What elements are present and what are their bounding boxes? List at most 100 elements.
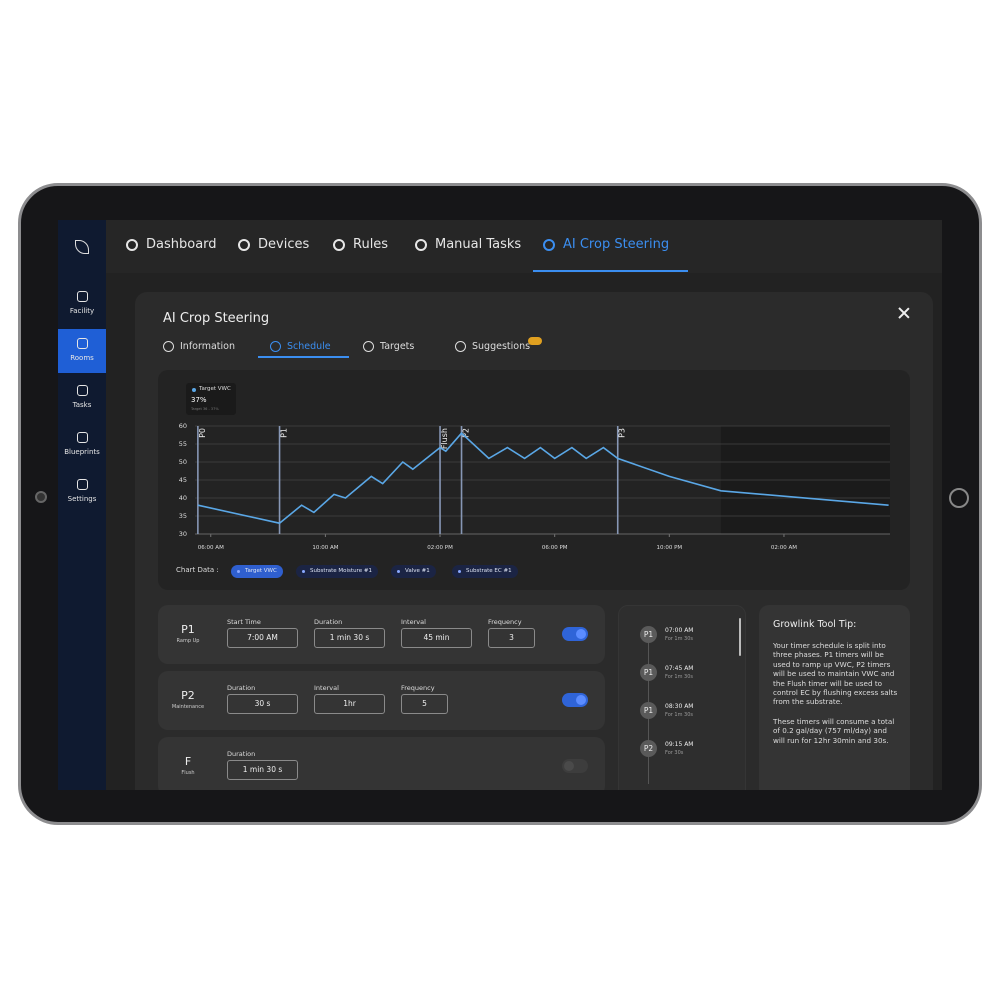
x-tick-label: 06:00 AM	[198, 545, 224, 551]
toggle[interactable]	[562, 627, 588, 641]
x-tick-label: 10:00 PM	[656, 545, 682, 551]
sidebar-label: Rooms	[70, 354, 94, 362]
tooltip-value: 37%	[191, 396, 207, 404]
schedule-list: P1 07:00 AM For 1m 30s P1 07:45 AM For 1m 30s…	[618, 605, 746, 790]
schedule-time: 07:00 AM	[665, 627, 694, 634]
phase-circle: P2	[640, 740, 657, 757]
field-input[interactable]: 1hr	[314, 694, 385, 714]
tool-tip: Growlink Tool Tip: Your timer schedule i…	[759, 605, 910, 790]
nav-item[interactable]: Dashboard	[126, 237, 217, 252]
icon	[238, 239, 250, 251]
tab[interactable]: Information	[163, 341, 235, 352]
y-tick-label: 40	[179, 494, 187, 502]
tip-paragraph: Your timer schedule is split into three …	[773, 641, 898, 707]
sidebar-label: Facility	[69, 307, 95, 315]
timer-card: F Flush Duration 1 min 30 s	[158, 737, 605, 790]
sidebar-item[interactable]: Facility	[58, 282, 106, 326]
phase-label: P3	[618, 428, 627, 438]
y-tick-label: 35	[179, 512, 187, 520]
tip-paragraph: These timers will consume a total of 0.2…	[773, 717, 895, 745]
y-tick-label: 45	[179, 476, 187, 484]
sidebar-item[interactable]: Rooms	[58, 329, 106, 373]
phase-label: P1	[280, 428, 289, 438]
field-input[interactable]: 1 min 30 s	[227, 760, 298, 780]
tab[interactable]: Targets	[363, 341, 414, 352]
y-tick-label: 30	[179, 530, 187, 538]
toggle[interactable]	[562, 759, 588, 773]
scrollbar[interactable]	[739, 618, 741, 656]
field-label: Duration	[227, 750, 256, 758]
y-tick-label: 55	[179, 440, 187, 448]
tooltip-name: Target VWC	[199, 386, 231, 392]
nav-item[interactable]: AI Crop Steering	[543, 237, 669, 252]
icon	[76, 338, 88, 349]
chart-data-chip[interactable]: Target VWC	[231, 565, 283, 578]
top-nav: Dashboard Devices Rules Manual Tasks AI Crop…	[106, 220, 942, 273]
chart: 30 35 40 45 50 55 60 06:00 AM 10:00 AM 02:00 PM 06…	[179, 422, 890, 551]
home-button[interactable]	[949, 488, 969, 508]
field-input[interactable]: 1 min 30 s	[314, 628, 385, 648]
tab[interactable]: Suggestions	[455, 341, 530, 352]
sidebar-item[interactable]: Tasks	[58, 376, 106, 420]
icon	[543, 239, 555, 251]
chart-data-chip[interactable]: Valve #1	[391, 565, 436, 578]
x-tick-label: 06:00 PM	[542, 545, 568, 551]
sidebar-item[interactable]: Blueprints	[58, 423, 106, 467]
nav-item[interactable]: Manual Tasks	[415, 237, 521, 252]
icon	[76, 432, 88, 443]
nav-item[interactable]: Devices	[238, 237, 309, 252]
tip-title: Growlink Tool Tip:	[773, 619, 857, 630]
sidebar-label: Tasks	[72, 401, 92, 409]
schedule-duration: For 1m 30s	[665, 712, 694, 718]
icon	[415, 239, 427, 251]
phase-circle: P1	[640, 626, 657, 643]
phase-circle: P1	[640, 664, 657, 681]
phase-label: P2	[462, 428, 471, 438]
line-series	[197, 432, 889, 525]
x-tick-label: 10:00 AM	[312, 545, 338, 551]
icon	[363, 341, 374, 352]
tab-underline	[258, 356, 349, 358]
schedule-time: 09:15 AM	[665, 741, 694, 748]
camera	[35, 491, 47, 503]
field-input[interactable]: 5	[401, 694, 448, 714]
sidebar-item[interactable]: Settings	[58, 470, 106, 514]
toggle[interactable]	[562, 693, 588, 707]
new-badge	[528, 337, 542, 345]
icon	[333, 239, 345, 251]
timer-name: F	[184, 755, 192, 768]
schedule-duration: For 1m 30s	[665, 636, 694, 642]
field-input[interactable]: 45 min	[401, 628, 472, 648]
chart-data-chip[interactable]: Substrate Moisture #1	[296, 565, 378, 578]
close-button[interactable]	[897, 306, 911, 320]
logo[interactable]	[75, 240, 89, 254]
tab[interactable]: Schedule	[270, 341, 331, 352]
field-input[interactable]: 30 s	[227, 694, 298, 714]
icon	[76, 385, 88, 396]
timer-name: P1	[181, 623, 195, 636]
schedule-duration: For 1m 30s	[665, 674, 694, 680]
panel: AI Crop Steering 30 35 40 45 50 55 60 06:00 AM 1…	[135, 292, 933, 790]
x-tick-label: 02:00 PM	[427, 545, 453, 551]
y-tick-label: 60	[179, 422, 187, 430]
icon	[126, 239, 138, 251]
field-input[interactable]: 3	[488, 628, 535, 648]
icon	[455, 341, 466, 352]
timer-card: P1 Ramp Up Start Time 7:00 AM Duration 1 min …	[158, 605, 605, 664]
schedule-time: 07:45 AM	[665, 665, 694, 672]
tooltip-dot	[192, 388, 196, 392]
field-label: Interval	[401, 618, 426, 626]
icon	[76, 291, 88, 302]
schedule-time: 08:30 AM	[665, 703, 694, 710]
field-label: Interval	[314, 684, 339, 692]
x-tick-label: 02:00 AM	[771, 545, 797, 551]
field-input[interactable]: 7:00 AM	[227, 628, 298, 648]
sidebar-label: Settings	[67, 495, 97, 503]
nav-underline	[533, 270, 688, 272]
field-label: Duration	[314, 618, 343, 626]
chart-data-chip[interactable]: Substrate EC #1	[452, 565, 518, 578]
tooltip-detail: Target 36 - 37%	[191, 407, 219, 411]
icon	[270, 341, 281, 352]
nav-item[interactable]: Rules	[333, 237, 388, 252]
